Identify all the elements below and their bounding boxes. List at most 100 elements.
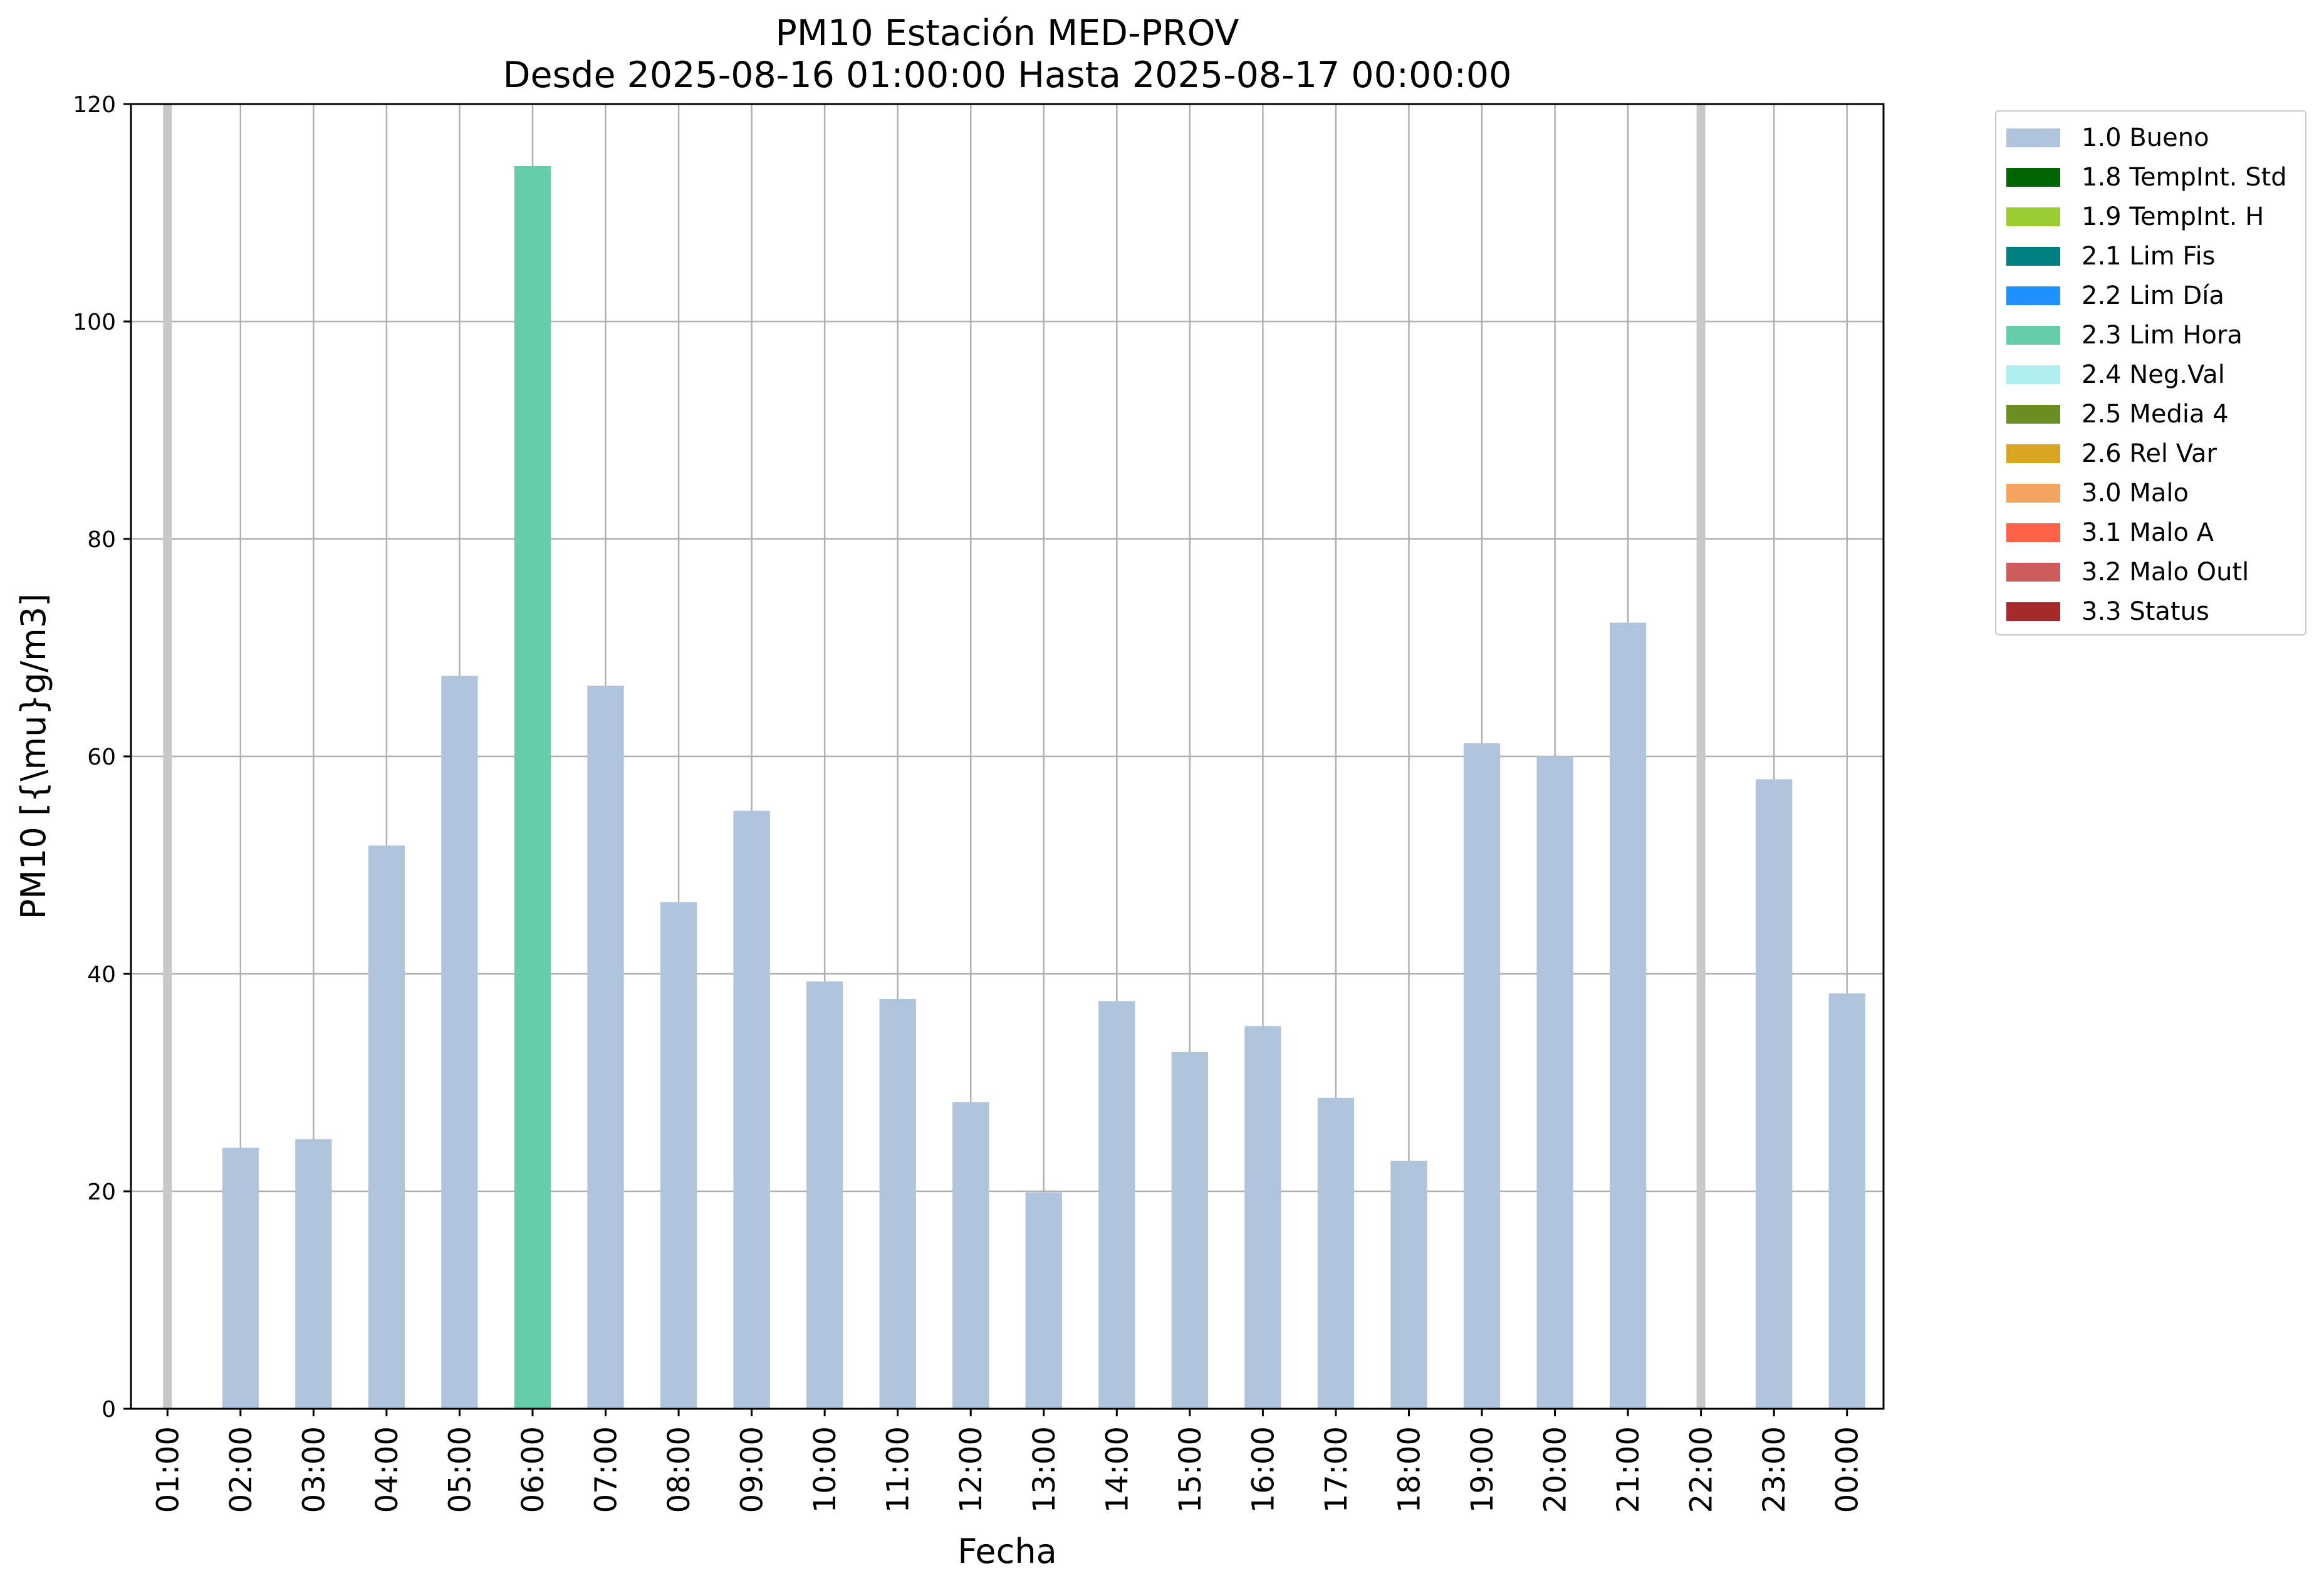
legend-item: 1.0 Bueno: [2006, 118, 2209, 157]
legend-item: 1.8 TempInt. Std: [2006, 157, 2287, 197]
x-tick-label: 12:00: [954, 1426, 989, 1513]
bar: [514, 165, 551, 1409]
bar: [587, 686, 624, 1409]
x-tick-label: 13:00: [1027, 1426, 1062, 1513]
x-tick-label: 01:00: [150, 1426, 185, 1513]
legend-swatch: [2006, 562, 2060, 582]
y-axis-label: PM10 [{\mu}g/m3]: [14, 593, 53, 919]
bar: [1317, 1097, 1355, 1409]
legend-item: 2.4 Neg.Val: [2006, 355, 2225, 394]
bar: [1098, 1001, 1135, 1409]
bar: [1463, 743, 1501, 1409]
bar: [952, 1102, 989, 1409]
x-axis-label: Fecha: [957, 1532, 1056, 1571]
bar: [1390, 1161, 1427, 1409]
legend-label: 3.2 Malo Outl: [2082, 557, 2249, 587]
x-tick-label: 18:00: [1392, 1426, 1427, 1513]
bar: [733, 810, 770, 1409]
legend-item: 3.2 Malo Outl: [2006, 552, 2249, 592]
bar: [1244, 1026, 1281, 1409]
legend-label: 2.5 Media 4: [2082, 399, 2229, 429]
bar: [222, 1147, 259, 1409]
bar: [879, 998, 916, 1409]
legend-swatch: [2006, 483, 2060, 503]
bar: [368, 845, 405, 1409]
bar: [660, 902, 697, 1409]
chart-title: PM10 Estación MED-PROV: [775, 13, 1239, 54]
chart-subtitle: Desde 2025-08-16 01:00:00 Hasta 2025-08-…: [503, 55, 1512, 96]
bar: [441, 676, 478, 1409]
x-tick-label: 15:00: [1173, 1426, 1208, 1513]
bar: [1828, 993, 1865, 1409]
x-tick-label: 14:00: [1100, 1426, 1135, 1513]
x-tick-label: 07:00: [589, 1426, 624, 1513]
y-ticks: 0 20 40 60 80 100 120: [73, 92, 131, 1423]
legend-swatch: [2006, 207, 2060, 226]
bar: [806, 981, 843, 1409]
legend-item: 2.2 Lim Día: [2006, 276, 2224, 315]
legend-label: 2.4 Neg.Val: [2082, 360, 2225, 389]
y-tick-label: 40: [87, 962, 116, 988]
legend-item: 3.1 Malo A: [2006, 513, 2214, 552]
legend-swatch: [2006, 404, 2060, 424]
x-tick-label: 10:00: [808, 1426, 843, 1513]
legend-item: 2.1 Lim Fis: [2006, 236, 2215, 276]
bar: [1756, 779, 1793, 1409]
y-tick-label: 60: [87, 744, 116, 770]
x-tick-label: 11:00: [881, 1426, 916, 1513]
x-tick-label: 00:00: [1830, 1426, 1865, 1513]
legend-label: 2.1 Lim Fis: [2082, 241, 2216, 271]
bar: [1609, 622, 1647, 1409]
legend-swatch: [2006, 128, 2060, 147]
y-tick-label: 20: [87, 1179, 116, 1205]
legend-swatch: [2006, 602, 2060, 621]
missing-data-bar: [163, 104, 172, 1409]
bar: [1536, 756, 1573, 1409]
legend-label: 2.3 Lim Hora: [2082, 320, 2243, 350]
y-tick-label: 100: [73, 310, 116, 335]
x-tick-label: 08:00: [662, 1426, 697, 1513]
legend-item: 2.6 Rel Var: [2006, 434, 2217, 473]
x-tick-label: 09:00: [735, 1426, 770, 1513]
legend-label: 3.3 Status: [2082, 597, 2209, 626]
bar: [1171, 1052, 1208, 1409]
x-tick-label: 23:00: [1757, 1426, 1792, 1513]
legend-swatch: [2006, 246, 2060, 266]
legend-label: 3.1 Malo A: [2082, 518, 2214, 547]
x-tick-label: 04:00: [370, 1426, 405, 1513]
x-tick-label: 03:00: [296, 1426, 331, 1513]
legend-label: 2.2 Lim Día: [2082, 281, 2224, 310]
bar: [1025, 1192, 1062, 1409]
y-tick-label: 0: [102, 1397, 116, 1423]
legend-item: 1.9 TempInt. H: [2006, 197, 2264, 236]
legend-swatch: [2006, 325, 2060, 345]
x-tick-label: 20:00: [1538, 1426, 1573, 1513]
legend-item: 3.0 Malo: [2006, 473, 2189, 513]
legend: 1.0 Bueno 1.8 TempInt. Std 1.9 TempInt. H 2…: [1995, 110, 2306, 635]
y-tick-label: 120: [73, 92, 116, 118]
y-tick-label: 80: [87, 527, 116, 553]
x-ticks: 01:00 02:00 03:00 04:00 05:00 06:00 07:00 08:00…: [150, 1409, 1865, 1513]
x-tick-label: 21:00: [1611, 1426, 1646, 1513]
legend-label: 1.9 TempInt. H: [2082, 202, 2264, 231]
bars: [163, 104, 1865, 1409]
legend-swatch: [2006, 523, 2060, 542]
x-tick-label: 16:00: [1246, 1426, 1281, 1513]
x-tick-label: 17:00: [1319, 1426, 1354, 1513]
legend-label: 1.8 TempInt. Std: [2082, 162, 2287, 192]
legend-swatch: [2006, 444, 2060, 463]
missing-data-bar: [1696, 104, 1706, 1409]
legend-swatch: [2006, 167, 2060, 187]
legend-swatch: [2006, 365, 2060, 384]
bar: [295, 1139, 332, 1409]
x-tick-label: 19:00: [1465, 1426, 1500, 1513]
legend-item: 2.5 Media 4: [2006, 394, 2229, 434]
x-tick-label: 02:00: [224, 1426, 259, 1513]
legend-swatch: [2006, 286, 2060, 305]
x-tick-label: 05:00: [442, 1426, 477, 1513]
legend-label: 2.6 Rel Var: [2082, 439, 2217, 468]
legend-label: 3.0 Malo: [2082, 478, 2189, 508]
x-tick-label: 06:00: [516, 1426, 551, 1513]
legend-item: 3.3 Status: [2006, 592, 2209, 631]
